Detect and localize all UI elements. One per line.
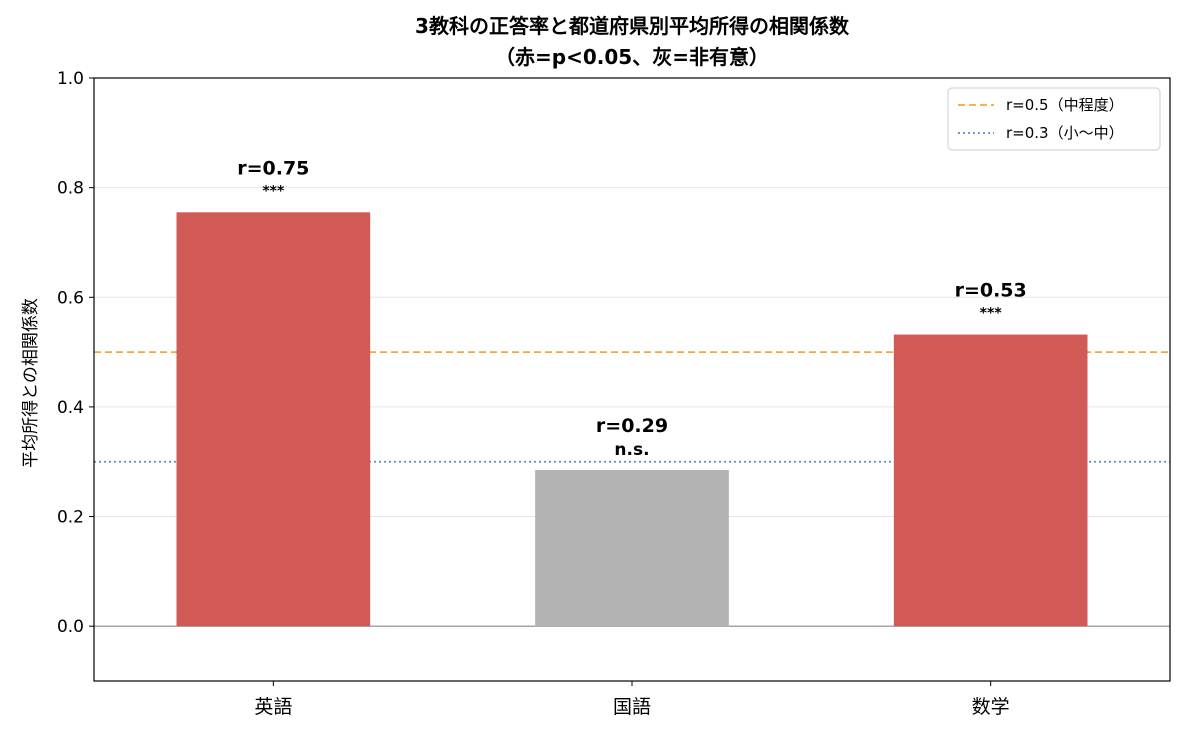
bar-3 — [893, 334, 1088, 627]
significance-label: n.s. — [614, 440, 649, 460]
bar-value-label: r=0.53 — [955, 280, 1027, 302]
legend-entry-label: r=0.3（小〜中） — [1006, 124, 1124, 142]
y-tick-label: 1.0 — [57, 69, 84, 89]
bars — [176, 212, 1088, 627]
x-tick-label: 国語 — [613, 696, 651, 718]
y-tick-label: 0.6 — [57, 288, 84, 308]
bar-value-label: r=0.75 — [237, 157, 309, 179]
chart-title-line2: （赤=p<0.05、灰=非有意） — [495, 45, 769, 69]
y-tick-label: 0.0 — [57, 617, 84, 637]
axes: 0.0 0.2 0.4 0.6 0.8 1.0 英語 国語 数学 — [57, 69, 1171, 718]
legend-entry-label: r=0.5（中程度） — [1006, 96, 1124, 114]
y-tick-label: 0.8 — [57, 179, 84, 199]
legend: r=0.5（中程度） r=0.3（小〜中） — [947, 87, 1161, 151]
x-tick-label: 数学 — [972, 696, 1010, 718]
y-tick-label: 0.2 — [57, 508, 84, 528]
y-axis-label: 平均所得との相関係数 — [21, 298, 41, 468]
x-tick-label: 英語 — [254, 696, 292, 718]
bar-1 — [176, 212, 371, 627]
significance-label: *** — [262, 183, 285, 199]
bar-labels: r=0.75 *** r=0.29 n.s. r=0.53 *** — [237, 157, 1027, 460]
bar-2 — [535, 469, 729, 627]
y-tick-label: 0.4 — [57, 398, 84, 418]
legend-box — [947, 87, 1161, 151]
significance-label: *** — [980, 306, 1003, 322]
chart-title-line1: 3教科の正答率と都道府県別平均所得の相関係数 — [415, 14, 850, 38]
plot-frame — [93, 77, 1171, 682]
bar-value-label: r=0.29 — [596, 415, 668, 437]
